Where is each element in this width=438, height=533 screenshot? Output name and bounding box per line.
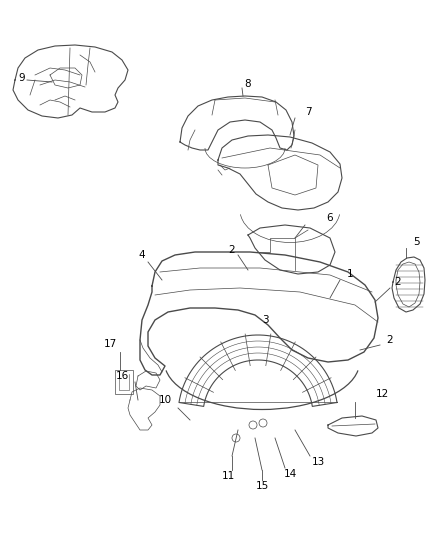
Text: 8: 8: [245, 79, 251, 89]
Bar: [115, 370, 133, 394]
Text: 14: 14: [283, 469, 297, 479]
Text: 12: 12: [375, 389, 389, 399]
Text: 2: 2: [395, 277, 401, 287]
Text: 2: 2: [387, 335, 393, 345]
Text: 1: 1: [347, 269, 353, 279]
Text: 13: 13: [311, 457, 325, 467]
Text: 7: 7: [305, 107, 311, 117]
Text: 4: 4: [139, 250, 145, 260]
Text: 17: 17: [103, 339, 117, 349]
Text: 9: 9: [19, 73, 25, 83]
Text: 6: 6: [327, 213, 333, 223]
Text: 3: 3: [261, 315, 268, 325]
Text: 16: 16: [115, 371, 129, 381]
Text: 10: 10: [159, 395, 172, 405]
Text: 5: 5: [413, 237, 419, 247]
Text: 11: 11: [221, 471, 235, 481]
Text: 2: 2: [229, 245, 235, 255]
Text: 15: 15: [255, 481, 268, 491]
